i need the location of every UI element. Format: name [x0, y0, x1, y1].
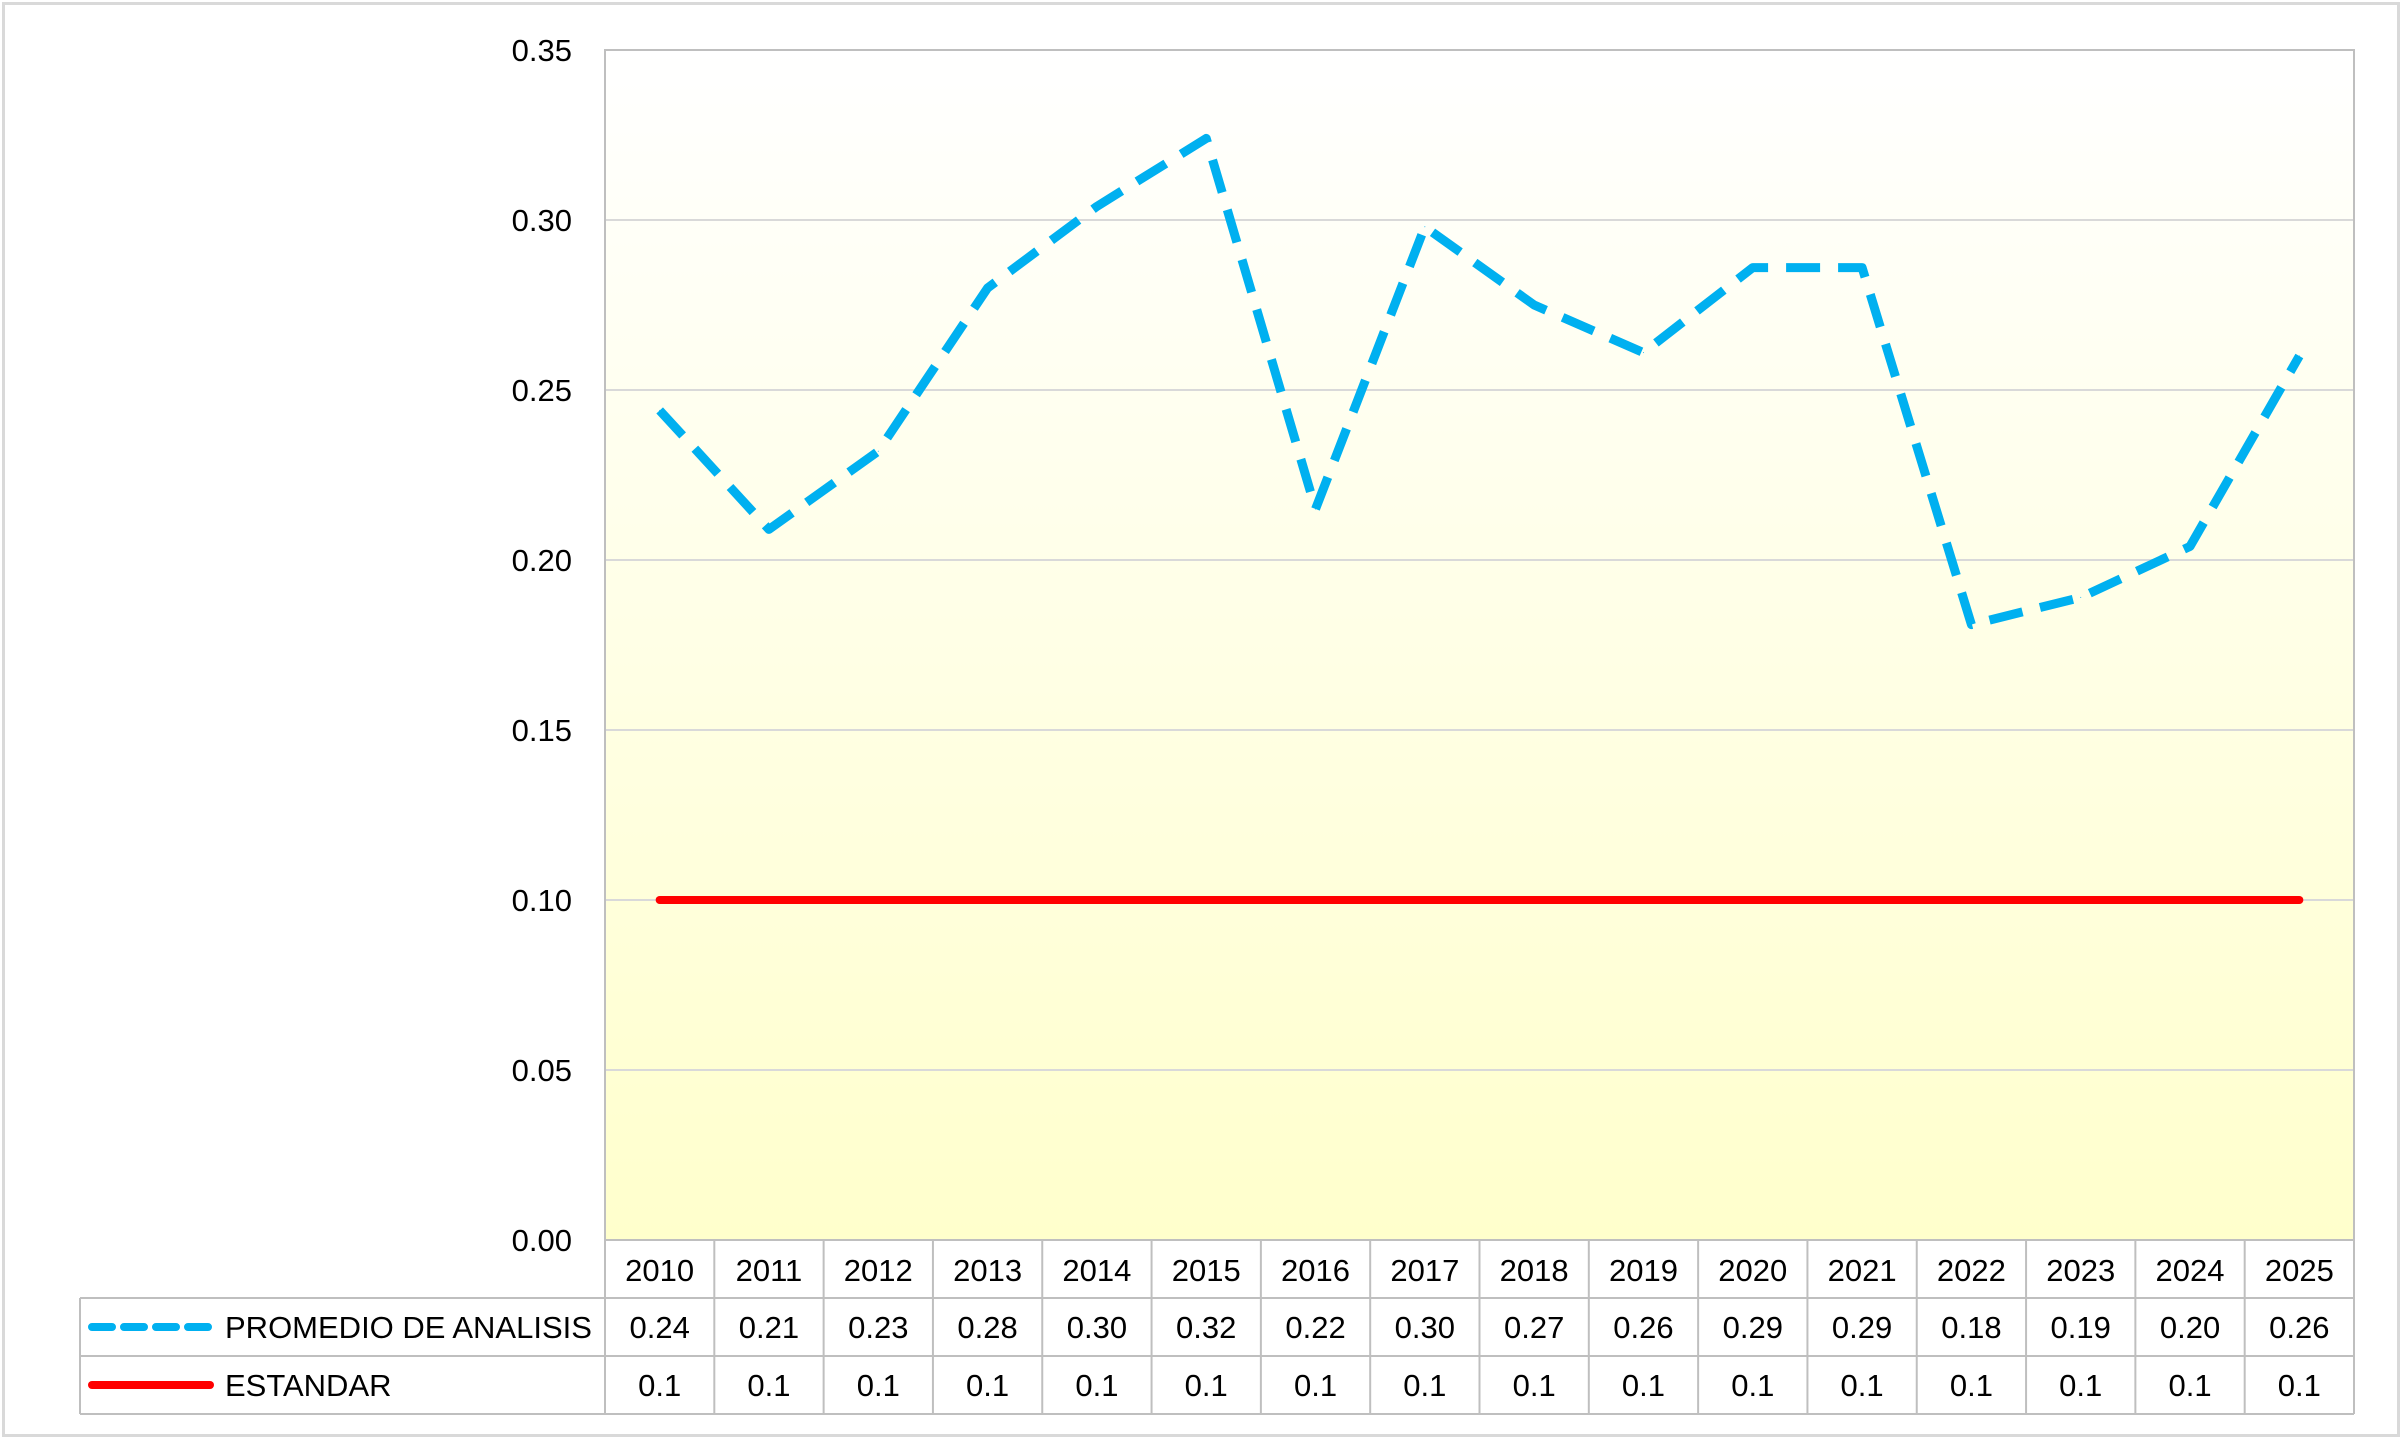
- category-label: 2017: [1390, 1253, 1459, 1288]
- category-label: 2014: [1062, 1253, 1131, 1288]
- data-point: [1642, 899, 1644, 901]
- plot-area: [605, 50, 2354, 1240]
- data-label: 0.30: [1067, 1310, 1127, 1345]
- category-label: 2019: [1609, 1253, 1678, 1288]
- data-point: [1861, 267, 1863, 269]
- y-axis: 0.00 0.05 0.10 0.15 0.20 0.25 0.30 0.35: [512, 33, 572, 1258]
- data-point: [1642, 352, 1644, 354]
- data-label: 0.1: [1841, 1368, 1884, 1403]
- data-table: 2010 2011 2012 2013 2014 2015 2016 2017 2018 2019…: [79, 1239, 2355, 1415]
- category-label: 2012: [844, 1253, 913, 1288]
- data-label: 0.1: [1403, 1368, 1446, 1403]
- data-point: [768, 899, 770, 901]
- data-label: 0.32: [1176, 1310, 1236, 1345]
- data-label: 0.1: [1075, 1368, 1118, 1403]
- data-label: 0.20: [2160, 1310, 2220, 1345]
- data-label: 0.1: [1731, 1368, 1774, 1403]
- data-point: [1970, 624, 1972, 626]
- data-point: [1096, 899, 1098, 901]
- data-point: [2080, 596, 2082, 598]
- data-point: [1205, 137, 1207, 139]
- data-label: 0.1: [1185, 1368, 1228, 1403]
- data-label: 0.26: [1613, 1310, 1673, 1345]
- data-label: 0.18: [1941, 1310, 2001, 1345]
- y-tick-label: 0.15: [512, 713, 572, 748]
- data-label: 0.1: [1622, 1368, 1665, 1403]
- data-point: [987, 899, 989, 901]
- data-label: 0.1: [638, 1368, 681, 1403]
- data-label: 0.1: [966, 1368, 1009, 1403]
- data-point: [1096, 205, 1098, 207]
- data-label: 0.1: [1950, 1368, 1993, 1403]
- data-label: 0.28: [957, 1310, 1017, 1345]
- data-point: [1970, 899, 1972, 901]
- data-label: 0.19: [2051, 1310, 2111, 1345]
- data-label: 0.1: [857, 1368, 900, 1403]
- category-label: 2018: [1500, 1253, 1569, 1288]
- data-point: [659, 899, 661, 901]
- y-tick-label: 0.30: [512, 203, 572, 238]
- category-label: 2022: [1937, 1253, 2006, 1288]
- data-point: [768, 528, 770, 530]
- data-point: [1752, 899, 1754, 901]
- data-point: [877, 899, 879, 901]
- data-point: [877, 450, 879, 452]
- data-point: [1315, 899, 1317, 901]
- data-label: 0.27: [1504, 1310, 1564, 1345]
- category-label: 2020: [1718, 1253, 1787, 1288]
- legend-label: ESTANDAR: [225, 1368, 392, 1403]
- category-label: 2024: [2156, 1253, 2225, 1288]
- data-label: 0.23: [848, 1310, 908, 1345]
- data-point: [1861, 899, 1863, 901]
- data-label: 0.1: [1294, 1368, 1337, 1403]
- data-label: 0.30: [1395, 1310, 1455, 1345]
- data-point: [1424, 899, 1426, 901]
- category-label: 2025: [2265, 1253, 2334, 1288]
- y-tick-label: 0.25: [512, 373, 572, 408]
- data-point: [1533, 304, 1535, 306]
- data-point: [1752, 267, 1754, 269]
- series-line: [656, 133, 2304, 630]
- data-point: [659, 409, 661, 411]
- y-tick-label: 0.35: [512, 33, 572, 68]
- y-tick-label: 0.05: [512, 1053, 572, 1088]
- category-label: 2023: [2046, 1253, 2115, 1288]
- category-label: 2021: [1828, 1253, 1897, 1288]
- data-point: [2298, 899, 2300, 901]
- data-label: 0.1: [2059, 1368, 2102, 1403]
- data-label: 0.29: [1723, 1310, 1783, 1345]
- legend-label: PROMEDIO DE ANALISIS: [225, 1310, 592, 1345]
- data-label: 0.1: [1513, 1368, 1556, 1403]
- data-label: 0.1: [2278, 1368, 2321, 1403]
- data-point: [2189, 545, 2191, 547]
- data-point: [987, 287, 989, 289]
- data-label: 0.26: [2269, 1310, 2329, 1345]
- category-label: 2010: [625, 1253, 694, 1288]
- category-label: 2015: [1172, 1253, 1241, 1288]
- data-point: [2189, 899, 2191, 901]
- y-tick-label: 0.10: [512, 883, 572, 918]
- data-label: 0.24: [629, 1310, 689, 1345]
- data-point: [2298, 355, 2300, 357]
- data-point: [1533, 899, 1535, 901]
- category-label: 2016: [1281, 1253, 1350, 1288]
- y-tick-label: 0.20: [512, 543, 572, 578]
- data-label: 0.29: [1832, 1310, 1892, 1345]
- data-label: 0.22: [1285, 1310, 1345, 1345]
- y-tick-label: 0.00: [512, 1223, 572, 1258]
- data-label: 0.21: [739, 1310, 799, 1345]
- data-point: [1315, 508, 1317, 510]
- category-label: 2013: [953, 1253, 1022, 1288]
- data-label: 0.1: [747, 1368, 790, 1403]
- series-lines: [655, 133, 2304, 904]
- data-point: [1424, 226, 1426, 228]
- data-label: 0.1: [2168, 1368, 2211, 1403]
- category-label: 2011: [736, 1253, 803, 1288]
- data-point: [1205, 899, 1207, 901]
- data-point: [2080, 899, 2082, 901]
